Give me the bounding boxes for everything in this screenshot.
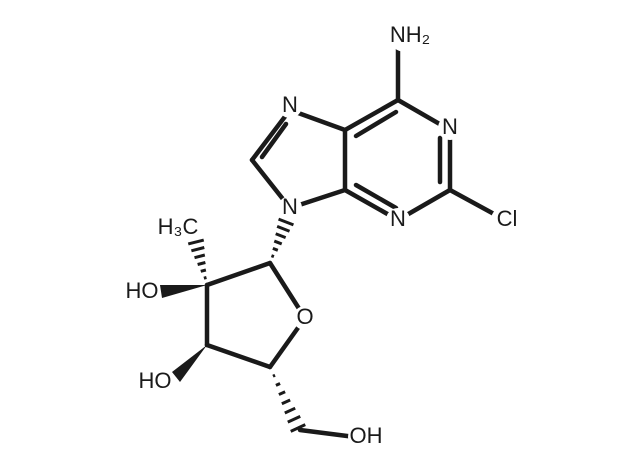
hash-line — [191, 246, 205, 253]
hash-line — [203, 276, 207, 280]
label-bg — [386, 208, 410, 232]
atom-label: NH₂ — [390, 22, 430, 47]
bond — [353, 182, 399, 211]
atom-label: N — [442, 114, 458, 139]
label-bg — [348, 425, 372, 449]
label-bg — [491, 206, 519, 234]
atom-labels: NH₂ N N Cl N N H₃C HO O HO OH — [126, 20, 519, 449]
hash-line — [270, 254, 275, 259]
bond — [353, 109, 399, 139]
hash-line — [194, 253, 206, 260]
atom-label: HO — [126, 278, 159, 303]
label-bg — [389, 20, 421, 52]
hash-line — [276, 225, 291, 233]
atom-label: OH — [350, 423, 383, 448]
wedge-bond — [172, 345, 207, 382]
bond — [259, 121, 289, 160]
hash-line — [275, 232, 287, 240]
label-bg — [293, 306, 317, 330]
bond — [342, 97, 401, 133]
label-bg — [438, 116, 462, 140]
hash-line — [200, 268, 207, 273]
hashed-bonds — [187, 217, 306, 433]
bond — [297, 427, 358, 440]
atom-label: N — [282, 92, 298, 117]
hash-line — [272, 373, 276, 378]
label-bg — [278, 196, 302, 220]
atom-label: N — [282, 194, 298, 219]
wedge-bond — [160, 285, 207, 298]
bond — [204, 260, 273, 288]
atom-label: H₃C — [158, 214, 199, 239]
bond — [249, 107, 293, 163]
hash-line — [272, 246, 279, 252]
atom-label: O — [296, 304, 313, 329]
atom-label: Cl — [497, 206, 518, 231]
bond — [204, 342, 273, 370]
label-bg — [278, 94, 302, 118]
hash-line — [287, 415, 301, 424]
hash-line — [197, 261, 206, 266]
hash-line — [284, 406, 296, 415]
hash-line — [281, 398, 291, 406]
hash-line — [290, 423, 306, 433]
hash-line — [278, 217, 294, 227]
hash-line — [275, 382, 281, 387]
hash-line — [187, 238, 205, 246]
hash-line — [278, 390, 286, 396]
bonds — [160, 37, 508, 440]
atom-label: N — [390, 206, 406, 231]
atom-label: HO — [139, 368, 172, 393]
hash-line — [273, 239, 283, 246]
